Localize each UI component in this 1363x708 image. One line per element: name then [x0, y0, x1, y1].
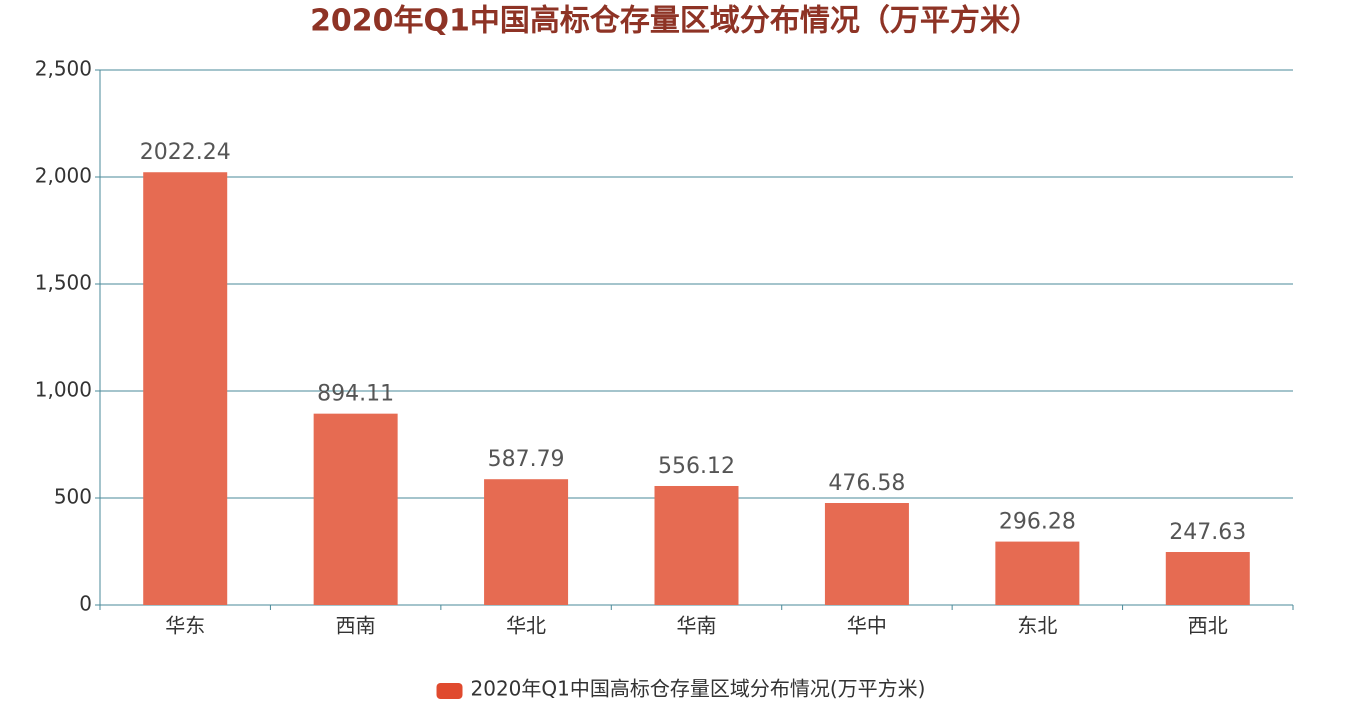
bar [824, 503, 909, 605]
value-label: 587.79 [488, 447, 565, 472]
x-tick-label: 西南 [336, 614, 376, 638]
bar [484, 479, 569, 605]
x-tick-label: 华东 [165, 614, 205, 638]
y-tick-label: 1,500 [35, 271, 92, 295]
y-tick-label: 1,000 [35, 378, 92, 402]
value-label: 556.12 [658, 454, 735, 479]
x-tick-label: 华中 [847, 614, 887, 638]
x-tick-label: 西北 [1188, 614, 1228, 638]
y-tick-label: 500 [54, 485, 92, 509]
value-label: 476.58 [828, 471, 905, 496]
chart-title: 2020年Q1中国高标仓存量区域分布情况（万平方米） [310, 4, 1040, 39]
value-label: 296.28 [999, 510, 1076, 535]
legend-swatch [436, 683, 463, 699]
legend-label: 2020年Q1中国高标仓存量区域分布情况(万平方米) [471, 677, 926, 701]
bar [1165, 552, 1250, 605]
value-label: 2022.24 [140, 140, 231, 165]
y-tick-label: 2,000 [35, 164, 92, 188]
bar [995, 541, 1080, 605]
bar [143, 172, 228, 605]
value-label: 894.11 [317, 382, 394, 407]
y-tick-label: 0 [79, 592, 92, 616]
x-tick-label: 华南 [677, 614, 717, 638]
bar [313, 413, 398, 605]
x-tick-label: 东北 [1017, 614, 1057, 638]
bar [654, 485, 739, 605]
x-tick-label: 华北 [506, 614, 546, 638]
value-label: 247.63 [1169, 520, 1246, 545]
y-tick-label: 2,500 [35, 57, 92, 81]
